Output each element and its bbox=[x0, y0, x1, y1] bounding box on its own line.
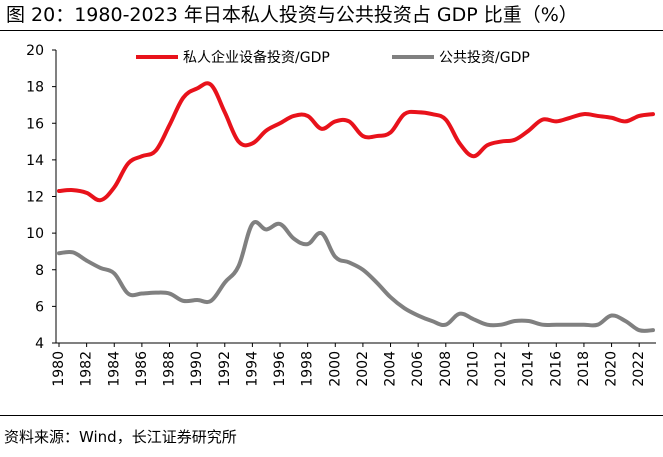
x-tick-label: 2016 bbox=[548, 351, 564, 387]
x-tick-label: 2000 bbox=[327, 351, 343, 387]
x-tick-label: 2010 bbox=[465, 351, 481, 387]
y-tick-label: 6 bbox=[35, 299, 44, 315]
x-tick-label: 1982 bbox=[79, 351, 95, 387]
series-line-public-investment bbox=[57, 220, 655, 333]
x-tick-label: 1996 bbox=[272, 351, 288, 387]
y-tick-label: 20 bbox=[26, 43, 44, 59]
chart-series bbox=[57, 81, 655, 333]
figure-title: 图 20：1980-2023 年日本私人投资与公共投资占 GDP 比重（%） bbox=[6, 4, 578, 26]
x-tick-label: 1990 bbox=[189, 351, 205, 387]
chart: 4 6 8 10 12 14 16 18 20 1980 1982 1984 1986 1988 1990 1… bbox=[26, 43, 656, 387]
x-tick-label: 2022 bbox=[631, 351, 647, 387]
y-tick-label: 12 bbox=[26, 190, 44, 206]
x-tick-label: 1988 bbox=[162, 351, 178, 387]
x-tick-label: 1980 bbox=[51, 351, 67, 387]
x-tick-label: 2012 bbox=[493, 351, 509, 387]
chart-legend: 私人企业设备投资/GDP 公共投资/GDP bbox=[136, 49, 530, 66]
x-tick-label: 1992 bbox=[217, 351, 233, 387]
y-tick-label: 16 bbox=[26, 116, 44, 132]
x-tick-label: 2014 bbox=[521, 351, 537, 387]
x-tick-label: 2004 bbox=[383, 351, 399, 387]
y-tick-label: 10 bbox=[26, 226, 44, 242]
x-tick-label: 2020 bbox=[604, 351, 620, 387]
y-tick-label: 4 bbox=[35, 336, 44, 352]
x-tick-label: 1984 bbox=[106, 351, 122, 387]
title-rule bbox=[0, 30, 663, 31]
legend-label-public-investment: 公共投资/GDP bbox=[439, 50, 530, 66]
y-tick-label: 8 bbox=[35, 263, 44, 279]
x-tick-label: 2008 bbox=[438, 351, 454, 387]
figure-source: 资料来源：Wind，长江证券研究所 bbox=[4, 428, 237, 446]
y-tick-label: 18 bbox=[26, 80, 44, 96]
legend-label-private-investment: 私人企业设备投资/GDP bbox=[183, 49, 330, 66]
y-tick-label: 14 bbox=[26, 153, 44, 169]
source-rule bbox=[0, 415, 663, 416]
x-tick-label: 1994 bbox=[244, 351, 260, 387]
x-tick-label: 1998 bbox=[300, 351, 316, 387]
x-tick-label: 2018 bbox=[576, 351, 592, 387]
x-tick-label: 2002 bbox=[355, 351, 371, 387]
x-tick-label: 1986 bbox=[134, 351, 150, 387]
series-line-private-investment bbox=[57, 81, 655, 203]
chart-axes: 4 6 8 10 12 14 16 18 20 1980 1982 1984 1986 1988 1990 1… bbox=[26, 43, 656, 387]
x-tick-label: 2006 bbox=[410, 351, 426, 387]
